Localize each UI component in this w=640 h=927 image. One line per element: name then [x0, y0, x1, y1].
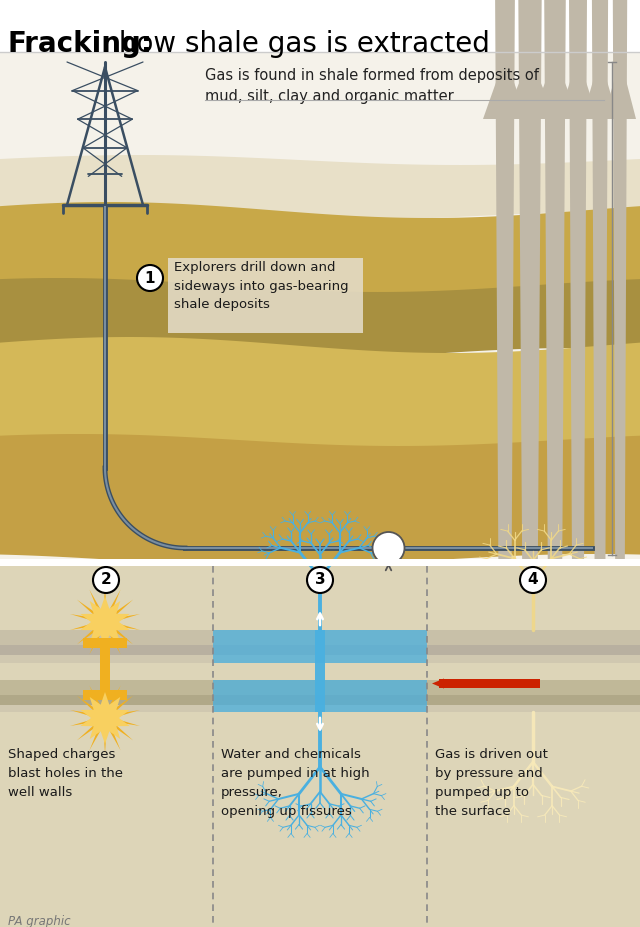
Bar	[213, 630, 427, 645]
Bar	[0, 705, 640, 712]
Circle shape	[520, 567, 546, 593]
Bar	[213, 680, 427, 695]
Text: how shale gas is extracted: how shale gas is extracted	[110, 30, 490, 58]
Bar	[83, 690, 127, 700]
Bar	[618, 117, 622, 132]
Bar	[0, 645, 640, 655]
Polygon shape	[582, 57, 618, 119]
Text: Gas is found in shale formed from deposits of
mud, silt, clay and organic matter: Gas is found in shale formed from deposi…	[205, 68, 539, 104]
Text: 4: 4	[528, 573, 538, 588]
Polygon shape	[0, 434, 640, 566]
Polygon shape	[70, 682, 140, 754]
Text: Water and chemicals
are pumped in at high
pressure,
opening up fissures: Water and chemicals are pumped in at hig…	[221, 748, 370, 818]
Circle shape	[307, 567, 333, 593]
Polygon shape	[488, 0, 522, 927]
Polygon shape	[612, 0, 628, 927]
Bar	[213, 645, 427, 655]
Bar	[0, 560, 640, 927]
Bar	[0, 0, 640, 52]
Text: Fracking:: Fracking:	[8, 30, 153, 58]
Bar	[528, 117, 532, 132]
Bar	[439, 679, 540, 688]
Bar	[168, 258, 363, 333]
Bar	[213, 695, 427, 705]
Polygon shape	[591, 0, 609, 927]
Polygon shape	[432, 679, 444, 689]
Text: 3: 3	[315, 573, 325, 588]
Polygon shape	[511, 0, 550, 927]
Polygon shape	[517, 0, 543, 927]
Polygon shape	[604, 57, 636, 119]
Text: PA graphic: PA graphic	[8, 915, 70, 927]
Polygon shape	[70, 586, 140, 658]
Circle shape	[93, 567, 119, 593]
Polygon shape	[0, 202, 640, 303]
Bar	[576, 117, 580, 132]
Bar	[100, 638, 110, 700]
Bar	[315, 630, 325, 712]
Bar	[213, 705, 427, 712]
Circle shape	[137, 265, 163, 291]
Polygon shape	[563, 0, 593, 927]
Polygon shape	[504, 57, 556, 119]
Text: Explorers drill down and
sideways into gas-bearing
shale deposits: Explorers drill down and sideways into g…	[174, 261, 349, 311]
Polygon shape	[608, 0, 632, 927]
Bar	[553, 117, 557, 132]
Bar	[0, 680, 640, 695]
Polygon shape	[568, 0, 588, 927]
Circle shape	[372, 532, 404, 564]
Polygon shape	[558, 57, 598, 119]
Bar	[83, 638, 127, 648]
Text: 2: 2	[100, 573, 111, 588]
Text: Gas is driven out
by pressure and
pumped up to
the surface: Gas is driven out by pressure and pumped…	[435, 748, 548, 818]
Bar	[213, 655, 427, 663]
Polygon shape	[0, 337, 640, 458]
Polygon shape	[0, 155, 640, 220]
Polygon shape	[537, 0, 573, 927]
Polygon shape	[531, 57, 579, 119]
Bar	[0, 559, 640, 566]
Polygon shape	[80, 596, 130, 648]
Bar	[0, 630, 640, 645]
Text: Shaped charges
blast holes in the
well walls: Shaped charges blast holes in the well w…	[8, 748, 123, 799]
Polygon shape	[586, 0, 614, 927]
Polygon shape	[494, 0, 516, 927]
Bar	[503, 117, 507, 132]
Bar	[0, 52, 640, 560]
Polygon shape	[80, 692, 130, 744]
Text: 1: 1	[145, 271, 156, 286]
Polygon shape	[543, 0, 567, 927]
Bar	[0, 695, 640, 705]
Bar	[598, 117, 602, 132]
Polygon shape	[0, 278, 640, 362]
Bar	[0, 655, 640, 663]
Polygon shape	[483, 57, 527, 119]
